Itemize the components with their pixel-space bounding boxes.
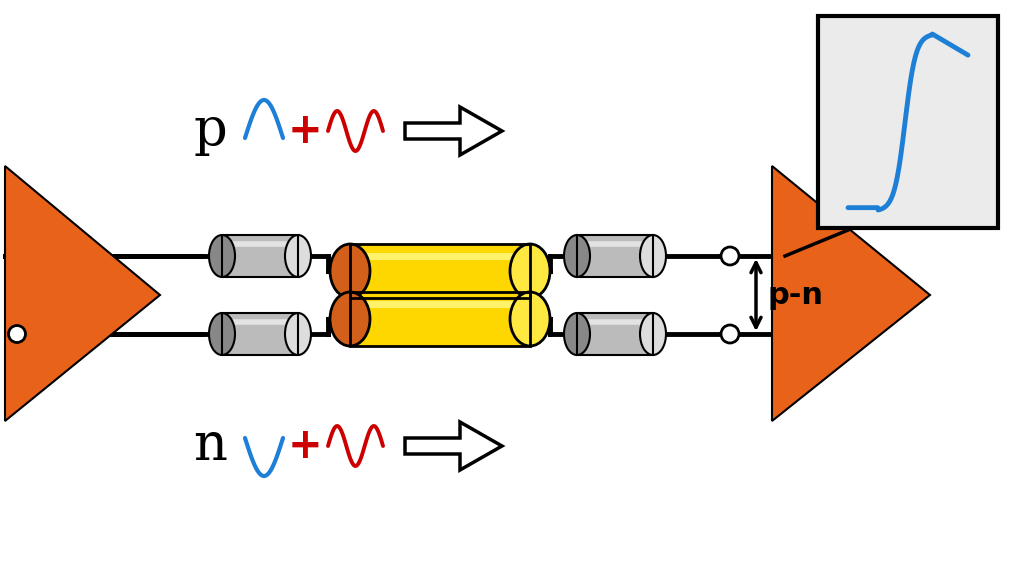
Polygon shape <box>350 244 530 298</box>
Polygon shape <box>222 313 298 355</box>
Ellipse shape <box>640 235 666 277</box>
Ellipse shape <box>510 244 550 298</box>
Ellipse shape <box>285 235 311 277</box>
Ellipse shape <box>330 292 370 346</box>
Polygon shape <box>772 166 930 421</box>
Ellipse shape <box>640 313 666 355</box>
Polygon shape <box>5 166 160 421</box>
Circle shape <box>8 325 26 343</box>
Text: +: + <box>288 425 323 467</box>
Polygon shape <box>222 235 298 277</box>
Text: p: p <box>194 105 227 157</box>
Ellipse shape <box>564 235 590 277</box>
Polygon shape <box>350 292 530 346</box>
Ellipse shape <box>330 244 370 298</box>
Ellipse shape <box>209 313 234 355</box>
Text: n: n <box>193 420 227 472</box>
Polygon shape <box>406 422 502 470</box>
Circle shape <box>721 325 739 343</box>
Ellipse shape <box>510 292 550 346</box>
Polygon shape <box>406 107 502 155</box>
Polygon shape <box>577 313 653 355</box>
Circle shape <box>721 247 739 265</box>
Polygon shape <box>577 235 653 277</box>
Text: +: + <box>288 110 323 152</box>
Ellipse shape <box>285 313 311 355</box>
Ellipse shape <box>564 313 590 355</box>
Text: p-n: p-n <box>768 281 824 309</box>
Polygon shape <box>818 16 998 228</box>
Ellipse shape <box>209 235 234 277</box>
